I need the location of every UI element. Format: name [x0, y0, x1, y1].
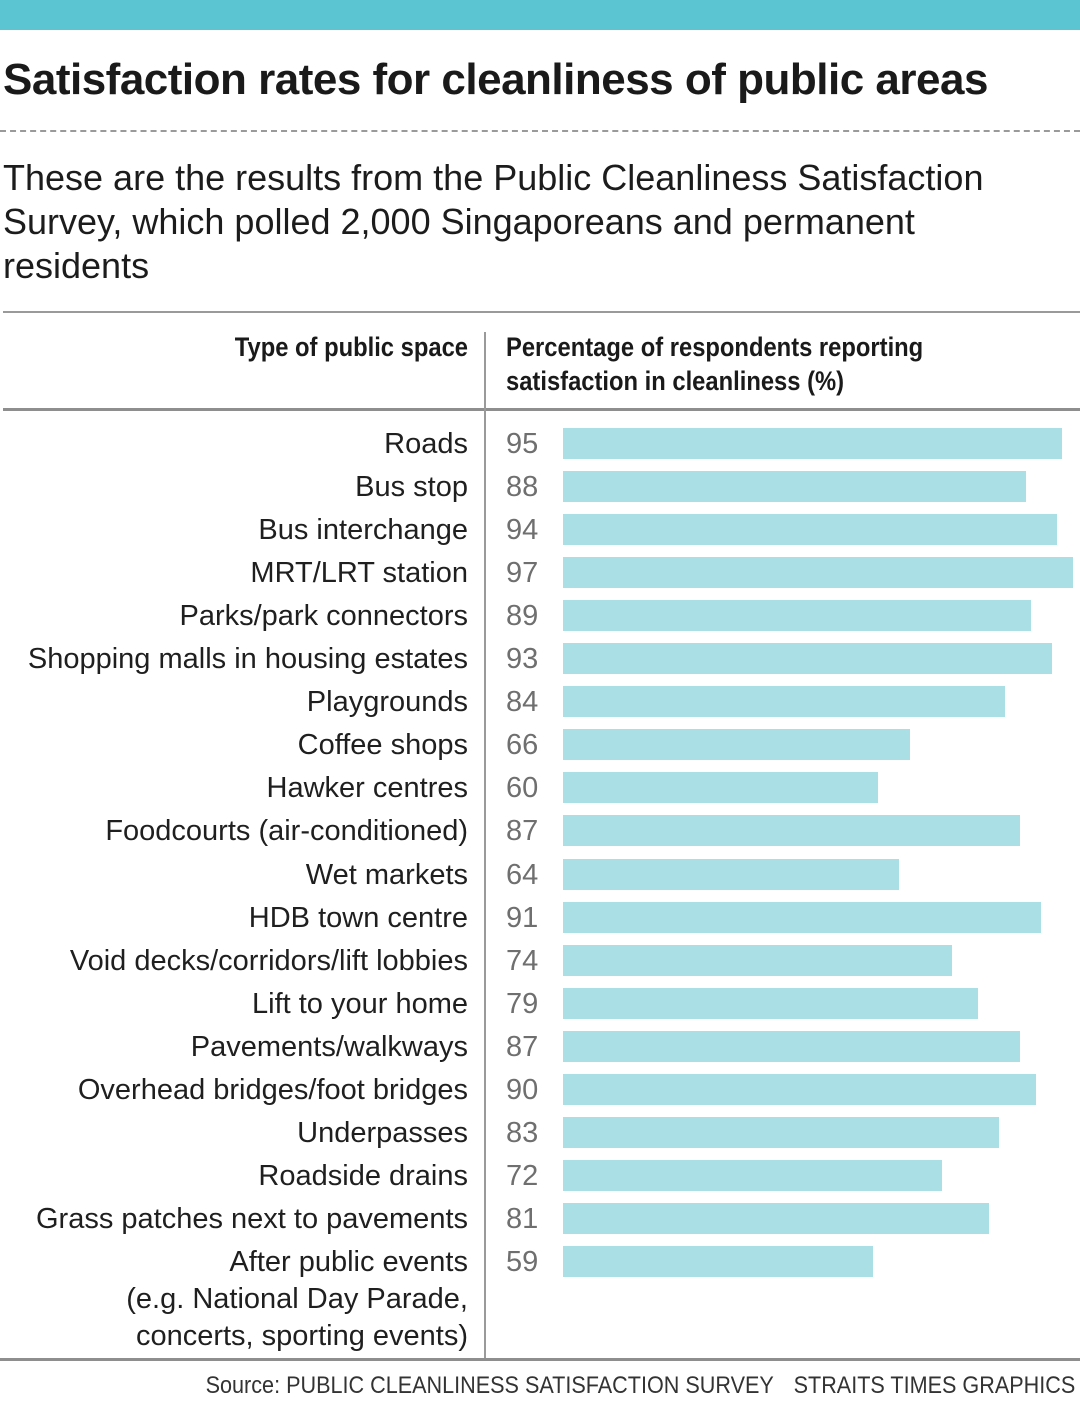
value-label: 97 — [506, 557, 539, 590]
category-label: After public events (e.g. National Day P… — [126, 1245, 468, 1352]
category-label: Lift to your home — [252, 987, 468, 1020]
bar — [563, 686, 1005, 718]
source-label: Source: PUBLIC CLEANLINESS SATISFACTION … — [205, 1372, 774, 1399]
bar — [563, 1202, 989, 1234]
bar — [563, 1030, 1021, 1062]
category-label: Coffee shops — [297, 729, 468, 762]
table-row: Roadside drains 72 — [0, 1158, 1080, 1201]
chart-title: Satisfaction rates for cleanliness of pu… — [3, 55, 988, 104]
value-label: 59 — [506, 1245, 539, 1278]
table-row: Bus interchange 94 — [0, 512, 1080, 555]
category-label: Roadside drains — [258, 1159, 468, 1192]
value-label: 90 — [506, 1073, 539, 1106]
value-label: 93 — [506, 643, 539, 676]
value-label: 89 — [506, 600, 539, 633]
value-label: 87 — [506, 815, 539, 848]
column-header-space-type: Type of public space — [234, 332, 468, 362]
table-header-rule — [3, 408, 1080, 411]
bar — [563, 772, 879, 804]
category-label: Foodcourts (air-conditioned) — [105, 815, 468, 848]
bar — [563, 815, 1021, 847]
category-label: Void decks/corridors/lift lobbies — [69, 944, 468, 977]
category-label: Overhead bridges/foot bridges — [77, 1073, 468, 1106]
value-label: 84 — [506, 686, 539, 719]
table-row: Overhead bridges/foot bridges 90 — [0, 1072, 1080, 1115]
top-accent-bar — [0, 0, 1080, 30]
value-label: 66 — [506, 729, 539, 762]
table-row: Lift to your home 79 — [0, 986, 1080, 1029]
bar — [563, 557, 1073, 589]
value-label: 81 — [506, 1202, 539, 1235]
category-label: Roads — [384, 428, 468, 460]
table-row: Pavements/walkways 87 — [0, 1029, 1080, 1072]
category-label: MRT/LRT station — [250, 557, 468, 590]
table-row: Coffee shops 66 — [0, 727, 1080, 770]
table-row: Void decks/corridors/lift lobbies 74 — [0, 943, 1080, 986]
table-row: HDB town centre 91 — [0, 900, 1080, 943]
bar — [563, 428, 1063, 459]
bar — [563, 1245, 874, 1277]
credit-label: STRAITS TIMES GRAPHICS — [793, 1372, 1075, 1399]
bar — [563, 1159, 942, 1191]
bar — [563, 514, 1058, 546]
value-label: 88 — [506, 471, 539, 504]
category-label: Parks/park connectors — [179, 600, 468, 633]
table-row: Hawker centres 60 — [0, 770, 1080, 813]
bar — [563, 901, 1042, 933]
category-label: Shopping malls in housing estates — [27, 643, 468, 676]
chart-subtitle: These are the results from the Public Cl… — [3, 157, 984, 286]
value-label: 94 — [506, 514, 539, 547]
category-label: Playgrounds — [306, 686, 468, 719]
table-row: Grass patches next to pavements 81 — [0, 1201, 1080, 1244]
value-label: 60 — [506, 772, 539, 805]
value-label: 87 — [506, 1030, 539, 1063]
category-label: Underpasses — [297, 1116, 468, 1149]
title-divider — [0, 130, 1080, 132]
bar — [563, 944, 953, 976]
table-row: Shopping malls in housing estates 93 — [0, 641, 1080, 684]
category-label: Pavements/walkways — [190, 1030, 468, 1063]
bar — [563, 729, 910, 761]
column-divider — [484, 332, 486, 1358]
category-label: Wet markets — [305, 858, 468, 891]
source-line: Source: PUBLIC CLEANLINESS SATISFACTION … — [205, 1372, 1075, 1400]
table-row: Roads 95 — [0, 426, 1080, 469]
table-row: Foodcourts (air-conditioned) 87 — [0, 813, 1080, 856]
category-label: Bus stop — [355, 471, 468, 504]
category-label: HDB town centre — [248, 901, 468, 934]
category-label: Grass patches next to pavements — [36, 1202, 468, 1235]
bar — [563, 987, 979, 1019]
bar — [563, 858, 900, 890]
column-header-percentage: Percentage of respondents reporting sati… — [506, 332, 924, 396]
table-row: Bus stop 88 — [0, 469, 1080, 512]
category-label: Hawker centres — [266, 772, 468, 805]
value-label: 91 — [506, 901, 539, 934]
value-label: 72 — [506, 1159, 539, 1192]
bar — [563, 643, 1052, 675]
category-label: Bus interchange — [258, 514, 468, 547]
value-label: 79 — [506, 987, 539, 1020]
bar — [563, 600, 1031, 632]
bar — [563, 1116, 1000, 1148]
table-row: Playgrounds 84 — [0, 684, 1080, 727]
table-top-rule — [3, 311, 1080, 313]
bar — [563, 1073, 1037, 1105]
value-label: 83 — [506, 1116, 539, 1149]
value-label: 74 — [506, 944, 539, 977]
table-row: Wet markets 64 — [0, 857, 1080, 900]
table-row: MRT/LRT station 97 — [0, 555, 1080, 598]
bar — [563, 471, 1026, 503]
table-bottom-rule — [0, 1358, 1080, 1361]
value-label: 64 — [506, 858, 539, 891]
table-row: Parks/park connectors 89 — [0, 598, 1080, 641]
value-label: 95 — [506, 428, 539, 460]
table-row: Underpasses 83 — [0, 1115, 1080, 1158]
table-row: After public events (e.g. National Day P… — [0, 1244, 1080, 1352]
